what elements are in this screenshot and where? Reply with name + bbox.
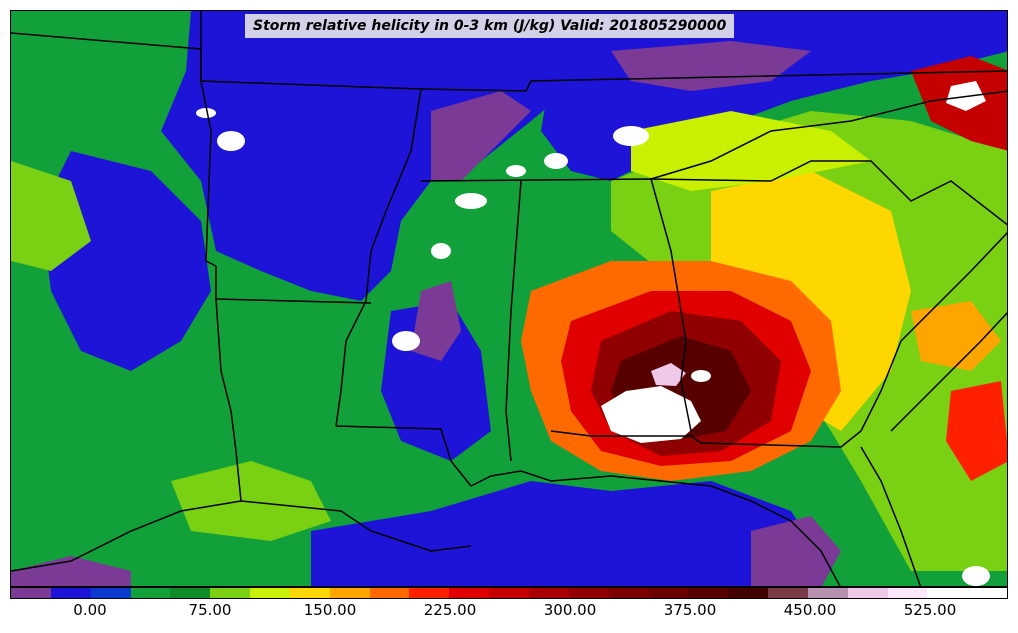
cell-white-2 bbox=[455, 193, 487, 209]
colorbar-tick-label: 150.00 bbox=[303, 601, 357, 619]
boundary-nc-north bbox=[650, 90, 1007, 180]
cell-white-8 bbox=[691, 370, 711, 382]
colorbar-segment bbox=[170, 588, 211, 598]
colorbar-segment bbox=[728, 588, 769, 598]
colorbar-segment bbox=[927, 588, 968, 598]
field-yellowgreen-la bbox=[171, 461, 331, 541]
colorbar-segment bbox=[409, 588, 450, 598]
field-purple-fl bbox=[751, 516, 841, 586]
helicity-map bbox=[10, 10, 1008, 587]
boundary-texas-coast bbox=[11, 500, 472, 572]
cell-white-7 bbox=[962, 566, 990, 586]
cell-white-9 bbox=[196, 108, 216, 118]
colorbar-segment bbox=[768, 588, 808, 598]
cell-white-1 bbox=[217, 131, 245, 151]
field-purple-ms bbox=[431, 91, 531, 181]
colorbar-segment bbox=[50, 588, 91, 598]
colorbar-segment bbox=[210, 588, 251, 598]
field-yellowgreen-west bbox=[11, 161, 91, 271]
field-purple-tx bbox=[11, 556, 131, 586]
boundary-fl-north bbox=[550, 430, 862, 448]
colorbar-segment bbox=[90, 588, 131, 598]
colorbar-ticks: 0.00 75.00 150.00 225.00 300.00 375.00 450.00 5… bbox=[10, 601, 1008, 625]
boundary-sc-coast bbox=[890, 312, 1007, 432]
colorbar bbox=[10, 587, 1008, 599]
field-pink-core bbox=[651, 363, 686, 386]
colorbar-segment bbox=[528, 588, 569, 598]
boundary-ga-sc bbox=[770, 160, 1007, 226]
colorbar-segment bbox=[250, 588, 290, 598]
cell-white-3 bbox=[431, 243, 451, 259]
field-yellow-north bbox=[631, 111, 871, 191]
boundaries bbox=[11, 11, 1007, 586]
colorbar-tick-label: 225.00 bbox=[423, 601, 477, 619]
colorbar-tick-label: 375.00 bbox=[663, 601, 717, 619]
colorbar-segment bbox=[449, 588, 490, 598]
colorbar-tick-label: 75.00 bbox=[188, 601, 232, 619]
colorbar-segment bbox=[648, 588, 689, 598]
colorbar-segment bbox=[688, 588, 729, 598]
boundary-ok-ar bbox=[200, 11, 217, 267]
colorbar-segment bbox=[369, 588, 410, 598]
boundary-la-ms bbox=[335, 425, 472, 487]
colorbar-segment bbox=[289, 588, 330, 598]
colorbar-segment bbox=[847, 588, 888, 598]
boundary-ms-al bbox=[505, 180, 522, 462]
field-purple-al bbox=[411, 281, 461, 361]
colorbar-segment bbox=[887, 588, 928, 598]
field-orange-east bbox=[911, 301, 1001, 371]
boundary-ga-coast bbox=[860, 232, 1007, 432]
colorbar-segment bbox=[489, 588, 529, 598]
colorbar-segment bbox=[11, 588, 51, 598]
cell-white-4 bbox=[392, 331, 420, 351]
colorbar-segment bbox=[807, 588, 848, 598]
boundary-gulf-coast bbox=[470, 470, 841, 586]
cell-white-5 bbox=[613, 126, 649, 146]
field-white-core bbox=[601, 386, 701, 443]
colorbar-tick-label: 450.00 bbox=[783, 601, 837, 619]
boundary-mississippi-river bbox=[335, 88, 422, 427]
cell-white-10 bbox=[506, 165, 526, 177]
map-canvas bbox=[11, 11, 1007, 586]
field-blue-gulf bbox=[311, 481, 831, 586]
field-blue-west bbox=[41, 151, 211, 371]
map-title: Storm relative helicity in 0-3 km (J/kg)… bbox=[245, 14, 735, 38]
colorbar-segment bbox=[608, 588, 649, 598]
field-red-coast-ga bbox=[946, 381, 1007, 481]
colorbar-segment bbox=[130, 588, 171, 598]
boundary-tx-la bbox=[215, 298, 242, 502]
colorbar-tick-label: 0.00 bbox=[73, 601, 107, 619]
cell-white-6 bbox=[544, 153, 568, 169]
boundary-al-ga bbox=[650, 178, 692, 432]
colorbar-segment bbox=[329, 588, 370, 598]
boundary-florida-east bbox=[860, 446, 922, 586]
colorbar-segment bbox=[568, 588, 609, 598]
colorbar-segment bbox=[967, 588, 1008, 598]
colorbar-tick-label: 300.00 bbox=[543, 601, 597, 619]
colorbar-tick-label: 525.00 bbox=[903, 601, 957, 619]
